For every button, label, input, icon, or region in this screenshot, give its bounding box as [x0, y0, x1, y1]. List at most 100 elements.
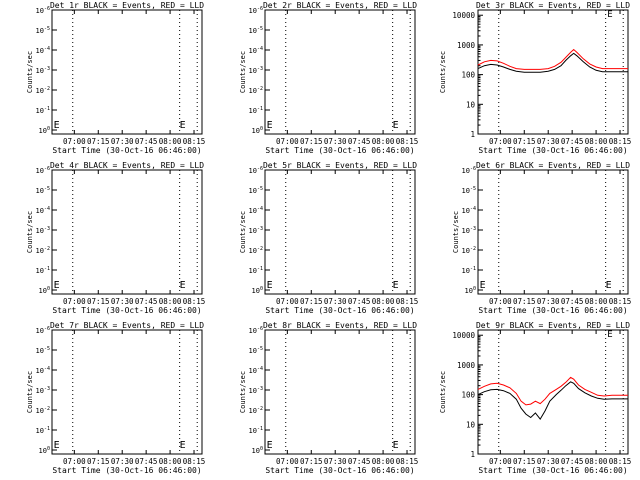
y-tick-label: 10-3 — [462, 226, 476, 235]
plot-frame — [477, 329, 629, 455]
x-tick-label: 07:15 — [513, 457, 536, 466]
y-tick-label: 10-6 — [36, 166, 50, 175]
y-tick-label: 10-4 — [249, 366, 263, 375]
y-tick-label: 10-6 — [36, 326, 50, 335]
y-tick-label: 10-6 — [462, 166, 476, 175]
plot-title: Det 7r BLACK = Events, RED = LLD — [50, 321, 204, 330]
y-tick-label: 10-1 — [249, 106, 263, 115]
plot-frame — [264, 169, 416, 295]
x-tick-label: 08:00 — [585, 137, 608, 146]
y-tick-label: 10-2 — [249, 86, 263, 95]
y-tick-label: 10-6 — [249, 166, 263, 175]
x-tick-label: 07:45 — [348, 297, 371, 306]
x-tick-label: 08:15 — [183, 297, 206, 306]
y-tick-label: 10-4 — [36, 46, 50, 55]
x-axis-label: Start Time (30-Oct-16 06:46:00) — [478, 466, 627, 475]
x-tick-label: 08:15 — [609, 297, 632, 306]
plot-panel-3: Det 3r BLACK = Events, RED = LLD 07:00 07:… — [439, 1, 631, 155]
y-tick-label: 100 — [252, 286, 263, 295]
plot-title: Det 3r BLACK = Events, RED = LLD — [476, 1, 630, 10]
y-tick-label: 10-5 — [249, 186, 263, 195]
y-tick-label: 10-6 — [249, 6, 263, 15]
x-tick-label: 07:30 — [537, 137, 560, 146]
y-tick-label: 10-4 — [36, 206, 50, 215]
y-tick-label: 100 — [39, 446, 50, 455]
y-axis-label: Counts/sec — [26, 371, 34, 413]
plot-title: Det 6r BLACK = Events, RED = LLD — [476, 161, 630, 170]
marker-label: E — [54, 280, 60, 291]
x-tick-label: 07:15 — [300, 297, 323, 306]
y-tick-label: 10-1 — [36, 266, 50, 275]
x-tick-label: 07:45 — [348, 457, 371, 466]
x-tick-label: 07:15 — [87, 457, 110, 466]
plot-title: Det 9r BLACK = Events, RED = LLD — [476, 321, 630, 330]
y-tick-label: 1000 — [457, 361, 476, 370]
x-tick-label: 08:00 — [585, 457, 608, 466]
marker-label: E — [180, 440, 186, 451]
y-tick-label: 10-1 — [462, 266, 476, 275]
events-series-line — [477, 381, 628, 420]
marker-label: E — [606, 280, 612, 291]
y-axis-label: Counts/sec — [239, 211, 247, 253]
x-axis-label: Start Time (30-Oct-16 06:46:00) — [52, 146, 201, 155]
y-tick-label: 100 — [252, 126, 263, 135]
x-tick-label: 07:30 — [537, 457, 560, 466]
y-axis-label: Counts/sec — [239, 371, 247, 413]
y-tick-label: 10-2 — [36, 86, 50, 95]
x-axis-label: Start Time (30-Oct-16 06:46:00) — [478, 306, 627, 315]
x-tick-label: 07:45 — [135, 457, 158, 466]
y-tick-label: 1 — [470, 130, 475, 139]
y-tick-label: 100 — [252, 446, 263, 455]
y-tick-label: 10-4 — [462, 206, 476, 215]
x-axis-label: Start Time (30-Oct-16 06:46:00) — [265, 146, 414, 155]
y-tick-label: 10 — [466, 420, 476, 429]
y-axis-label: Counts/sec — [239, 51, 247, 93]
x-tick-label: 07:00 — [276, 137, 299, 146]
x-tick-label: 07:00 — [63, 297, 86, 306]
x-tick-label: 07:00 — [489, 137, 512, 146]
x-tick-label: 07:30 — [324, 137, 347, 146]
y-tick-label: 10-5 — [462, 186, 476, 195]
y-tick-label: 10-3 — [249, 66, 263, 75]
x-tick-label: 08:15 — [609, 457, 632, 466]
y-tick-label: 10-1 — [36, 426, 50, 435]
x-tick-label: 07:45 — [561, 297, 584, 306]
x-tick-label: 08:00 — [372, 297, 395, 306]
marker-label: E — [393, 440, 399, 451]
y-tick-label: 10000 — [452, 331, 475, 340]
x-tick-label: 07:45 — [135, 137, 158, 146]
x-tick-label: 07:00 — [63, 457, 86, 466]
plot-title: Det 8r BLACK = Events, RED = LLD — [263, 321, 417, 330]
x-axis-label: Start Time (30-Oct-16 06:46:00) — [265, 466, 414, 475]
x-tick-label: 07:45 — [561, 457, 584, 466]
plot-frame — [51, 329, 203, 455]
y-tick-label: 10-6 — [36, 6, 50, 15]
marker-label: E — [180, 280, 186, 291]
x-tick-label: 07:15 — [513, 297, 536, 306]
x-tick-label: 08:00 — [159, 137, 182, 146]
x-tick-label: 08:00 — [159, 297, 182, 306]
y-tick-label: 1000 — [457, 41, 476, 50]
x-axis-label: Start Time (30-Oct-16 06:46:00) — [52, 306, 201, 315]
x-tick-label: 08:00 — [372, 457, 395, 466]
plot-title: Det 1r BLACK = Events, RED = LLD — [50, 1, 204, 10]
events-series-line — [477, 52, 628, 73]
y-tick-label: 100 — [39, 286, 50, 295]
y-tick-label: 10000 — [452, 11, 475, 20]
y-tick-label: 10-5 — [36, 346, 50, 355]
plot-title: Det 4r BLACK = Events, RED = LLD — [50, 161, 204, 170]
marker-label: E — [393, 280, 399, 291]
y-axis-label: Counts/sec — [26, 211, 34, 253]
x-tick-label: 07:15 — [87, 137, 110, 146]
y-axis-label: Counts/sec — [26, 51, 34, 93]
plot-frame — [477, 169, 629, 295]
y-tick-label: 10-2 — [36, 406, 50, 415]
x-tick-label: 08:15 — [183, 457, 206, 466]
plot-frame — [264, 329, 416, 455]
y-tick-label: 10-2 — [36, 246, 50, 255]
